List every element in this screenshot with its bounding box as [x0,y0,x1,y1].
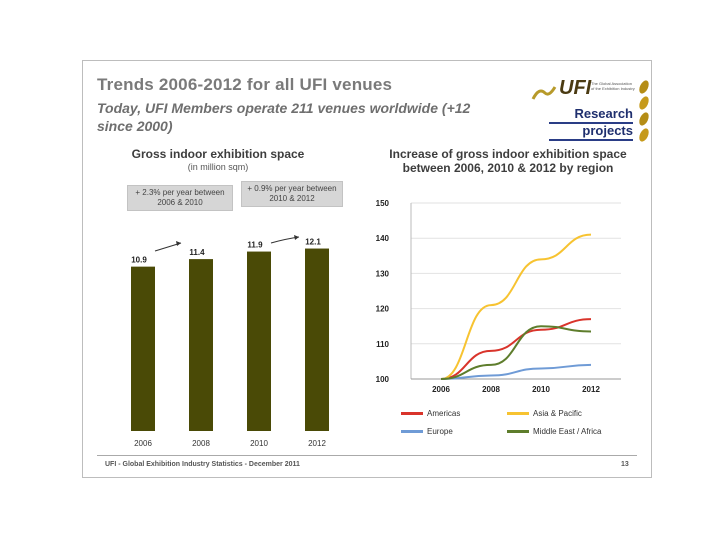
footer-text: UFI - Global Exhibition Industry Statist… [105,461,300,468]
bar-chart-subtitle: (in million sqm) [187,162,249,172]
y-tick-label: 130 [376,269,390,278]
legend-label: Europe [427,427,453,436]
divider [549,139,633,141]
y-tick-label: 140 [376,234,390,243]
bar-chart: 10.9 2006 11.4 2008 11.9 2010 12.1 2012 [131,235,329,448]
footer-divider [97,455,637,456]
legend-label: Middle East / Africa [533,427,602,436]
bar-annotation-2: + 0.9% per year between 2010 & 2012 [241,181,343,207]
research-label-1: Research [574,106,633,121]
legend-label: Americas [427,409,461,418]
research-projects-label: Research projects [549,107,633,141]
slide-subtitle: Today, UFI Members operate 211 venues wo… [97,100,471,134]
line-chart-title: Increase of gross indoor exhibition spac… [389,147,627,175]
legend-item-europe: Europe [401,427,453,436]
slide-title: Trends 2006-2012 for all UFI venues [97,75,393,94]
bar-2012 [305,248,329,431]
x-tick-label: 2010 [532,385,550,394]
legend-swatch [507,412,529,416]
legend-item-americas: Americas [401,409,460,418]
line-chart: 100 110 120 130 140 150 2006 2008 2010 2012 [376,199,621,394]
x-tick-label: 2012 [582,385,600,394]
x-tick-label: 2010 [250,439,268,448]
growth-arrow-2-head [294,235,299,240]
series-line-asia-pacific [440,233,592,380]
legend-swatch [507,430,529,434]
research-label-2: projects [582,123,633,138]
bar-value-label: 12.1 [305,238,321,247]
legend-item-asia-pacific: Asia & Pacific [507,409,582,418]
logo-text: UFI [559,77,592,99]
x-tick-label: 2008 [192,439,210,448]
bar-2008 [189,259,213,431]
divider [549,122,633,124]
legend-swatch [401,430,423,434]
legend-item-middle-east-africa: Middle East / Africa [507,427,601,436]
leaf-decoration-icon [639,80,649,142]
bar-2006 [131,266,155,431]
logo-tagline: The Global Association of the Exhibition… [591,81,635,91]
logo-mark-icon [531,86,557,100]
slide: Trends 2006-2012 for all UFI venues Toda… [82,60,652,478]
series-line-americas [440,318,592,380]
legend-swatch [401,412,423,416]
legend-label: Asia & Pacific [533,409,582,418]
x-tick-label: 2006 [134,439,152,448]
bar-2010 [247,251,271,431]
growth-arrow-1-head [176,241,181,246]
page-number: 13 [621,461,629,468]
y-tick-label: 120 [376,305,390,314]
series-line-middle-east-africa [440,325,592,380]
bar-value-label: 11.4 [189,248,205,257]
y-tick-label: 100 [376,375,390,384]
y-tick-label: 150 [376,199,390,208]
bar-chart-title: Gross indoor exhibition space [131,147,305,161]
bar-value-label: 11.9 [247,241,263,250]
bar-annotation-1: + 2.3% per year between 2006 & 2010 [127,185,233,211]
ufi-logo: UFI The Global Association of the Exhibi… [531,75,647,105]
y-tick-label: 110 [376,340,389,349]
x-tick-label: 2012 [308,439,326,448]
x-tick-label: 2006 [432,385,450,394]
bar-value-label: 10.9 [131,256,147,265]
series-line-europe [440,363,592,380]
x-tick-label: 2008 [482,385,500,394]
